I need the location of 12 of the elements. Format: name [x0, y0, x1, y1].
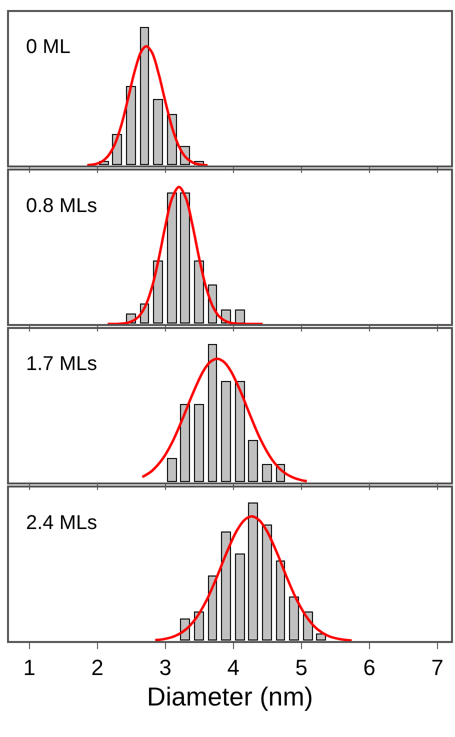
- chart-title: 0.8 MLs: [26, 195, 98, 217]
- x-tick-label: 4: [227, 655, 240, 680]
- chart-title: 2.4 MLs: [26, 512, 98, 534]
- x-tick-label: 5: [295, 655, 308, 680]
- chart-title: 1.7 MLs: [26, 353, 98, 375]
- x-tick-label: 6: [363, 655, 376, 680]
- x-tick-label: 2: [91, 655, 104, 680]
- x-axis-title: Diameter (nm): [146, 681, 314, 712]
- x-tick-label: 3: [159, 655, 172, 680]
- x-tick-label: 7: [431, 655, 444, 680]
- x-tick-label: 1: [23, 655, 36, 680]
- chart-title: 0 ML: [26, 36, 70, 58]
